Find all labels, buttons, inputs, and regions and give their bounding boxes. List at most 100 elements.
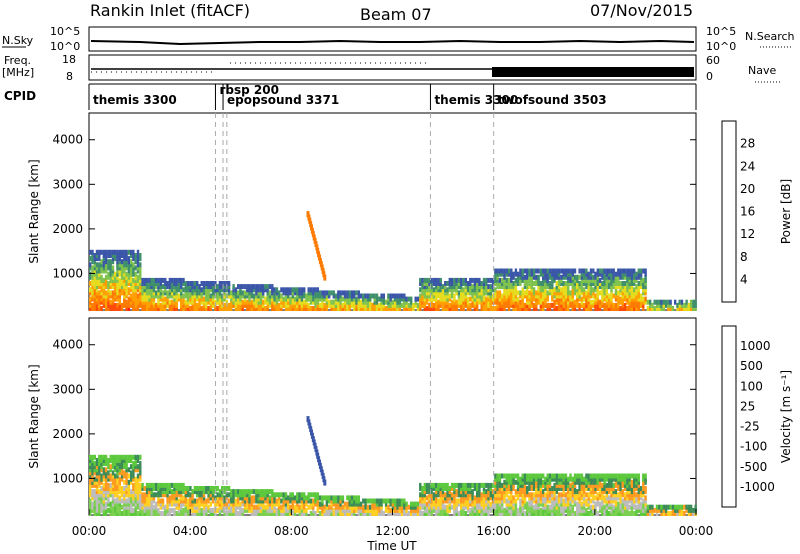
echo-cell xyxy=(205,306,208,311)
echo-cell xyxy=(617,296,620,302)
echo-cell xyxy=(546,482,549,488)
echo-cell xyxy=(343,511,347,516)
echo-cell xyxy=(232,293,235,299)
echo-cell xyxy=(239,287,242,293)
echo-cell xyxy=(93,274,96,280)
echo-cell xyxy=(93,489,96,495)
echo-cell xyxy=(305,302,308,308)
echo-cell xyxy=(491,293,495,299)
echo-cell xyxy=(218,489,222,495)
echo-cell xyxy=(539,271,543,277)
echo-cell xyxy=(660,299,663,305)
echo-cell xyxy=(136,454,140,460)
echo-cell xyxy=(610,479,613,485)
echo-cell xyxy=(148,498,151,504)
echo-cell xyxy=(523,302,527,308)
echo-cell xyxy=(403,511,406,516)
echo-cell xyxy=(548,486,552,491)
echo-cell xyxy=(432,302,436,308)
echo-cell xyxy=(423,293,426,299)
echo-cell xyxy=(120,464,124,470)
echo-cell xyxy=(617,492,620,498)
echo-cell xyxy=(141,302,144,308)
echo-cell xyxy=(148,281,151,286)
echo-cell xyxy=(450,482,454,488)
echo-cell xyxy=(130,464,133,470)
echo-cell xyxy=(633,511,636,516)
echo-cell xyxy=(494,306,497,311)
echo-cell xyxy=(225,486,228,491)
echo-cell xyxy=(282,501,285,507)
echo-cell xyxy=(152,302,156,308)
echo-cell xyxy=(448,293,451,299)
echo-cell xyxy=(535,495,538,501)
echo-cell xyxy=(341,290,345,296)
echo-cell xyxy=(587,284,590,290)
echo-cell xyxy=(257,504,260,510)
echo-cell xyxy=(455,302,458,308)
echo-cell xyxy=(125,277,128,283)
echo-cell xyxy=(200,293,203,299)
echo-cell xyxy=(316,290,319,296)
echo-cell xyxy=(328,290,331,296)
echo-cell xyxy=(186,302,190,308)
echo-cell xyxy=(221,281,224,286)
echo-cell xyxy=(546,473,549,479)
echo-cell xyxy=(221,284,224,290)
echo-cell xyxy=(284,306,288,311)
echo-cell xyxy=(89,302,92,308)
echo-cell xyxy=(311,231,315,238)
echo-cell xyxy=(473,284,477,290)
echo-cell xyxy=(134,486,137,491)
echo-cell xyxy=(551,486,554,491)
echo-cell xyxy=(209,495,212,501)
echo-cell xyxy=(394,498,397,504)
echo-cell xyxy=(601,504,604,510)
echo-cell xyxy=(626,504,629,510)
echo-cell xyxy=(237,492,240,498)
echo-cell xyxy=(542,274,545,280)
echo-cell xyxy=(423,281,426,286)
echo-cell xyxy=(596,479,599,485)
echo-cell xyxy=(300,498,304,504)
echo-cell xyxy=(293,507,297,513)
echo-cell xyxy=(134,271,137,277)
echo-cell xyxy=(425,507,429,513)
echo-cell xyxy=(400,296,404,302)
echo-cell xyxy=(305,501,308,507)
echo-cell xyxy=(159,501,162,507)
echo-cell xyxy=(159,511,162,516)
echo-cell xyxy=(334,495,338,501)
echo-cell xyxy=(510,486,513,491)
echo-cell xyxy=(487,277,490,283)
echo-cell xyxy=(136,274,140,280)
echo-cell xyxy=(173,290,176,296)
echo-cell xyxy=(466,287,470,293)
echo-cell xyxy=(223,302,226,308)
echo-cell xyxy=(125,306,128,311)
echo-cell xyxy=(282,495,285,501)
echo-cell xyxy=(216,293,219,299)
echo-cell xyxy=(573,306,577,311)
echo-cell xyxy=(626,274,629,280)
echo-cell xyxy=(498,482,502,488)
echo-cell xyxy=(118,268,121,274)
echo-cell xyxy=(123,290,126,296)
echo-cell xyxy=(448,486,451,491)
echo-cell xyxy=(200,296,203,302)
echo-cell xyxy=(380,511,383,516)
echo-cell xyxy=(642,479,645,485)
echo-cell xyxy=(437,501,440,507)
echo-cell xyxy=(526,476,529,482)
echo-cell xyxy=(284,293,288,299)
echo-cell xyxy=(603,296,606,302)
echo-cell xyxy=(462,486,465,491)
echo-cell xyxy=(339,511,342,516)
echo-cell xyxy=(364,498,367,504)
echo-cell xyxy=(173,299,176,305)
echo-cell xyxy=(421,498,424,504)
echo-cell xyxy=(120,287,124,293)
echo-cell xyxy=(626,476,629,482)
echo-cell xyxy=(623,293,627,299)
echo-cell xyxy=(303,501,306,507)
